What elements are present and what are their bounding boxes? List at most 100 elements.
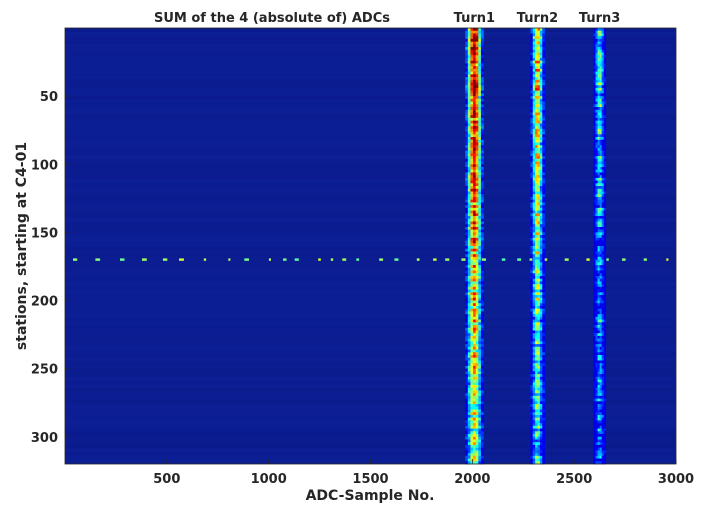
band-cell — [603, 259, 607, 263]
band-cell — [603, 314, 607, 318]
band-cell — [475, 409, 479, 413]
band-cell — [542, 183, 545, 187]
band-cell — [480, 79, 484, 83]
band-cell — [480, 139, 484, 143]
band-cell — [530, 442, 534, 446]
band-cell — [597, 104, 600, 108]
band-cell — [470, 379, 474, 383]
band-cell — [465, 325, 469, 329]
band-cell — [599, 90, 602, 94]
band-cell — [532, 395, 536, 399]
noise-row — [65, 135, 676, 139]
band-cell — [465, 147, 469, 151]
band-cell — [530, 444, 534, 448]
band-cell — [601, 161, 604, 165]
band-cell — [542, 278, 545, 282]
band-cell — [535, 256, 538, 260]
band-cell — [473, 259, 476, 263]
band-cell — [537, 164, 541, 168]
band-cell — [601, 308, 604, 312]
band-cell — [532, 240, 536, 244]
band-cell — [532, 382, 536, 386]
band-cell — [537, 150, 541, 154]
band-cell — [537, 275, 541, 279]
band-cell — [467, 333, 471, 337]
band-cell — [595, 44, 598, 48]
band-cell — [601, 166, 604, 170]
band-cell — [539, 218, 543, 222]
band-cell — [475, 38, 479, 42]
band-cell — [478, 395, 482, 399]
band-cell — [535, 374, 538, 378]
band-cell — [603, 333, 607, 337]
highlight-dot — [318, 258, 321, 261]
band-cell — [478, 96, 482, 100]
band-cell — [478, 166, 482, 170]
band-cell — [537, 180, 541, 184]
band-cell — [603, 387, 607, 391]
band-cell — [603, 461, 607, 465]
band-cell — [595, 166, 598, 170]
noise-row — [65, 79, 676, 84]
band-cell — [478, 428, 482, 432]
band-cell — [467, 145, 471, 149]
band-cell — [470, 55, 474, 59]
band-cell — [542, 101, 545, 105]
band-cell — [473, 153, 476, 157]
band-cell — [542, 164, 545, 168]
band-cell — [597, 115, 600, 119]
band-cell — [473, 428, 476, 432]
band-cell — [597, 284, 600, 288]
band-cell — [530, 183, 534, 187]
band-cell — [535, 74, 538, 78]
band-cell — [537, 423, 541, 427]
band-cell — [535, 44, 538, 48]
band-cell — [532, 292, 536, 296]
band-cell — [542, 439, 545, 443]
band-cell — [595, 412, 598, 416]
band-cell — [535, 63, 538, 67]
band-cell — [475, 161, 479, 165]
band-cell — [597, 49, 600, 53]
band-cell — [475, 98, 479, 102]
band-cell — [542, 395, 545, 399]
band-cell — [532, 267, 536, 271]
band-cell — [595, 450, 598, 454]
band-cell — [475, 93, 479, 97]
band-cell — [599, 202, 602, 206]
band-cell — [595, 305, 598, 309]
band-cell — [593, 90, 596, 94]
band-cell — [539, 341, 543, 345]
band-cell — [601, 333, 604, 337]
band-cell — [593, 314, 596, 318]
band-cell — [599, 444, 602, 448]
band-cell — [532, 289, 536, 293]
band-cell — [542, 248, 545, 252]
band-cell — [595, 275, 598, 279]
band-cell — [467, 270, 471, 274]
band-cell — [593, 47, 596, 51]
band-cell — [603, 33, 607, 37]
band-cell — [597, 55, 600, 59]
band-cell — [475, 246, 479, 250]
band-cell — [595, 281, 598, 285]
band-cell — [597, 38, 600, 42]
band-cell — [467, 338, 471, 342]
band-cell — [480, 368, 484, 372]
band-cell — [593, 126, 596, 130]
band-cell — [599, 177, 602, 181]
band-cell — [603, 398, 607, 402]
band-cell — [595, 338, 598, 342]
band-cell — [473, 79, 476, 83]
band-cell — [542, 93, 545, 97]
band-cell — [601, 82, 604, 86]
band-cell — [532, 344, 536, 348]
band-cell — [539, 404, 543, 408]
band-cell — [603, 79, 607, 83]
band-cell — [465, 186, 469, 190]
band-cell — [530, 175, 534, 179]
noise-row — [65, 119, 676, 124]
noise-row — [65, 325, 676, 330]
band-cell — [539, 205, 543, 209]
band-cell — [603, 126, 607, 130]
